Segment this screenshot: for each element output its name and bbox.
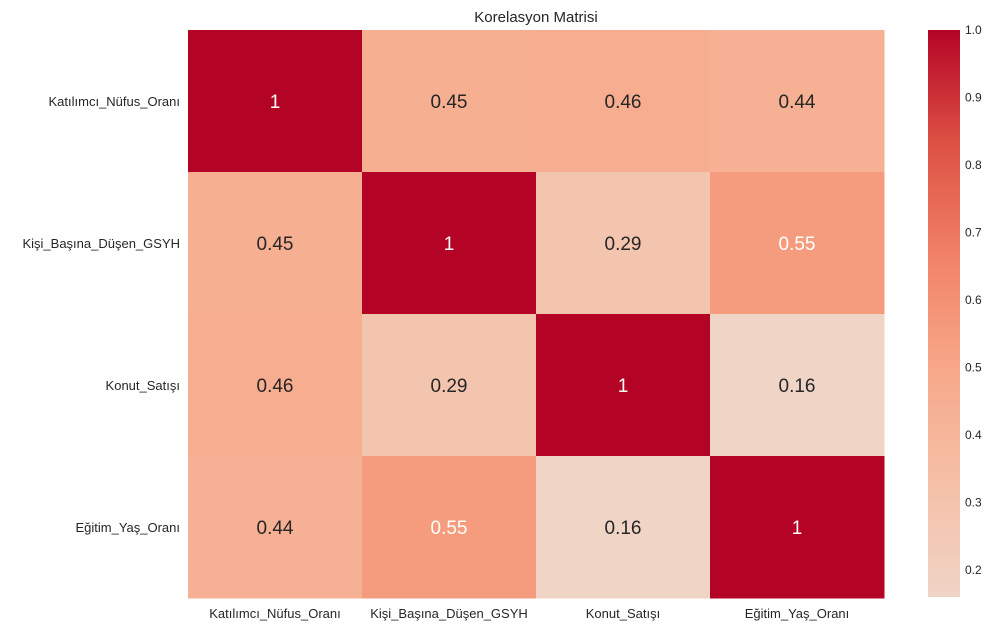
- colorbar-tick-label: 0.4: [965, 428, 982, 442]
- heatmap-cells: 1 0.45 0.46 0.44 0.45 1 0.29 0.55 0.46 0.29 1 0.16 0…: [188, 30, 885, 599]
- chart-title: Korelasyon Matrisi: [474, 9, 597, 26]
- heatmap-cell: [536, 314, 711, 457]
- heatmap-cell: [536, 456, 711, 599]
- cell-value-label: 0.46: [257, 376, 294, 397]
- cell-value-label: 0.29: [605, 234, 642, 255]
- heatmap-cell: [710, 30, 885, 173]
- cell-value-label: 0.44: [779, 92, 816, 113]
- colorbar-tick-label: 0.7: [965, 226, 982, 240]
- cell-value-label: 0.44: [257, 518, 294, 539]
- y-tick-labels: Katılımcı_Nüfus_Oranı Kişi_Başına_Düşen_G…: [22, 94, 180, 535]
- cell-value-label: 0.55: [779, 234, 816, 255]
- cell-value-label: 0.46: [605, 92, 642, 113]
- heatmap-cell: [710, 456, 885, 599]
- heatmap-cell: [188, 172, 363, 315]
- x-tick-label: Konut_Satışı: [586, 606, 660, 621]
- y-tick-label: Konut_Satışı: [106, 378, 180, 393]
- cell-value-label: 0.29: [431, 376, 468, 397]
- y-tick-label: Kişi_Başına_Düşen_GSYH: [22, 236, 180, 251]
- cell-value-label: 0.16: [779, 376, 816, 397]
- colorbar-tick-label: 1.0: [965, 23, 982, 37]
- cell-value-label: 0.45: [257, 234, 294, 255]
- heatmap-cell: [710, 172, 885, 315]
- heatmap-cell: [536, 172, 711, 315]
- x-tick-label: Eğitim_Yaş_Oranı: [745, 606, 850, 621]
- colorbar: [928, 30, 960, 597]
- cell-value-label: 0.16: [605, 518, 642, 539]
- colorbar-tick-label: 0.5: [965, 361, 982, 375]
- heatmap-cell: [362, 172, 537, 315]
- colorbar-tick-label: 0.8: [965, 158, 982, 172]
- heatmap-cell: [536, 30, 711, 173]
- cell-value-label: 1: [792, 518, 803, 539]
- heatmap-cell: [188, 314, 363, 457]
- colorbar-tick-label: 0.6: [965, 293, 982, 307]
- heatmap-cell: [362, 456, 537, 599]
- x-tick-label: Katılımcı_Nüfus_Oranı: [209, 606, 341, 621]
- x-tick-labels: Katılımcı_Nüfus_Oranı Kişi_Başına_Düşen_G…: [209, 606, 849, 621]
- heatmap-cell: [362, 30, 537, 173]
- cell-value-label: 1: [444, 234, 455, 255]
- colorbar-tick-label: 0.9: [965, 91, 982, 105]
- x-tick-label: Kişi_Başına_Düşen_GSYH: [370, 606, 528, 621]
- cell-value-label: 0.45: [431, 92, 468, 113]
- heatmap-cell: [362, 314, 537, 457]
- colorbar-tick-label: 0.3: [965, 496, 982, 510]
- y-tick-label: Katılımcı_Nüfus_Oranı: [49, 94, 181, 109]
- colorbar-tick-label: 0.2: [965, 563, 982, 577]
- heatmap-cell: [188, 456, 363, 599]
- cell-value-label: 1: [270, 92, 281, 113]
- colorbar-tick-labels: 0.2 0.3 0.4 0.5 0.6 0.7 0.8 0.9 1.0: [965, 23, 982, 577]
- cell-value-label: 1: [618, 376, 629, 397]
- heatmap-cell: [710, 314, 885, 457]
- y-tick-label: Eğitim_Yaş_Oranı: [75, 520, 180, 535]
- cell-value-label: 0.55: [431, 518, 468, 539]
- heatmap-cell: [188, 30, 363, 173]
